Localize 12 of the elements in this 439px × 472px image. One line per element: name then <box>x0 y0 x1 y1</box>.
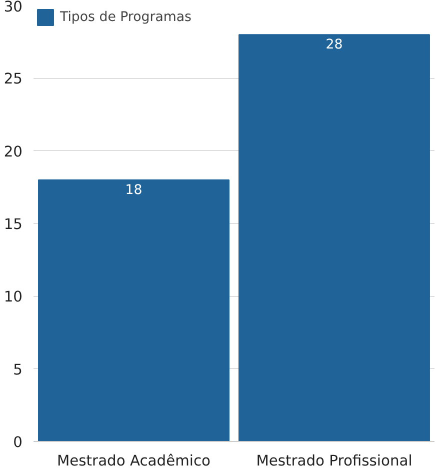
y-tick-label: 15 <box>4 216 23 233</box>
legend-label: Tipos de Programas <box>60 10 192 24</box>
data-label: 28 <box>326 38 343 53</box>
y-tick-label: 30 <box>4 0 23 16</box>
y-tick-label: 25 <box>4 70 23 88</box>
data-label: 18 <box>125 182 142 198</box>
y-tick-label: 0 <box>13 434 23 451</box>
y-tick-label: 10 <box>4 288 23 306</box>
x-tick-label: Mestrado Profissional <box>256 452 412 470</box>
y-tick-label: 20 <box>4 143 23 160</box>
y-tick-label: 5 <box>13 361 23 378</box>
x-tick-label: Mestrado Acadêmico <box>57 452 211 470</box>
